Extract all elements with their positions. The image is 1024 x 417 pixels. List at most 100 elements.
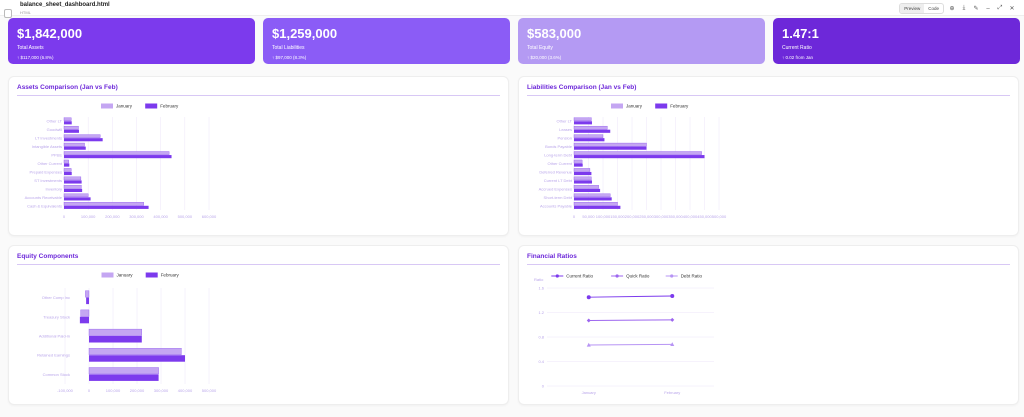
bar-january <box>63 151 170 155</box>
x-tick-label: 0 <box>88 388 91 393</box>
x-tick-label: 0 <box>63 214 66 219</box>
series-line <box>588 295 673 298</box>
bar-february <box>64 188 83 193</box>
bar-february <box>574 188 601 193</box>
bar-january <box>63 134 101 138</box>
y-category-label: Other Comp Inc <box>42 295 70 300</box>
x-tick-label: 150,000 <box>610 214 625 219</box>
current-ratio-label: Current Ratio <box>782 45 812 51</box>
bar-january <box>63 202 144 206</box>
bar-february <box>64 197 91 201</box>
y-tick-label: 0.8 <box>538 335 544 340</box>
bar-february <box>89 374 159 381</box>
total-liabilities-label: Total Liabilities <box>272 45 305 51</box>
data-point <box>586 318 591 323</box>
data-point <box>586 342 591 347</box>
x-tick-label: 400,000 <box>178 388 193 393</box>
bar-february <box>574 197 612 201</box>
y-category-label: Accrued Expenses <box>539 186 572 191</box>
data-point <box>670 317 675 322</box>
bar-january <box>573 202 618 206</box>
title-bar: balance_sheet_dashboard.html HTML Previe… <box>0 0 1024 18</box>
download-icon[interactable]: ⤓ <box>962 5 966 11</box>
minimize-icon[interactable]: – <box>986 5 990 12</box>
bar-february <box>64 146 86 150</box>
bar-february <box>79 316 89 324</box>
y-category-label: LT Investments <box>35 136 62 141</box>
bar-january <box>88 328 142 336</box>
y-category-label: Prepaid Expenses <box>30 169 62 174</box>
view-toggle[interactable]: Preview Code <box>899 3 944 14</box>
x-tick-label: 100,000 <box>106 388 121 393</box>
y-category-label: Other LT <box>557 119 573 124</box>
bar-january <box>63 185 82 189</box>
expand-icon[interactable]: ⤢ <box>997 5 1003 11</box>
bar-february <box>574 121 592 125</box>
bar-february <box>64 121 72 125</box>
y-category-label: Leases <box>559 127 572 132</box>
y-category-label: Accounts Payable <box>540 203 573 208</box>
code-tab[interactable]: Code <box>928 6 939 11</box>
legend-swatch <box>655 103 668 109</box>
bar-january <box>88 348 182 355</box>
y-category-label: Goodwill <box>47 127 62 132</box>
bar-february <box>89 336 142 343</box>
bar-february <box>64 171 72 176</box>
x-tick-label: 100,000 <box>596 214 611 219</box>
x-tick-label: 500,000 <box>712 214 727 219</box>
ratios-chart-panel: Financial Ratios 0 0.4 0.8 1.2 1.6 Ratio Janua… <box>518 245 1019 405</box>
bar-january <box>573 168 591 172</box>
y-category-label: Retained Earnings <box>37 353 70 358</box>
legend-label: February <box>160 104 179 109</box>
bar-february <box>64 129 79 133</box>
legend-marker <box>615 274 619 278</box>
bar-february <box>64 163 70 167</box>
bar-february <box>574 129 611 133</box>
bar-january <box>88 367 159 375</box>
globe-icon[interactable]: ⊕ <box>949 6 955 12</box>
y-tick-label: 0 <box>542 384 545 389</box>
total-assets-change: ↑ $117,000 (6.8%) <box>17 55 54 60</box>
total-equity-change: ↑ $20,000 (3.6%) <box>527 55 562 60</box>
x-tick-label: 450,000 <box>697 214 712 219</box>
y-category-label: Other Current <box>548 161 573 166</box>
divider <box>17 95 500 96</box>
close-icon[interactable]: ✕ <box>1009 6 1015 12</box>
equity-chart-title: Equity Components <box>17 253 79 260</box>
bar-february <box>574 155 705 159</box>
y-category-label: Additional Paid-in <box>39 334 70 339</box>
bar-january <box>63 117 72 121</box>
y-category-label: Current LT Debt <box>544 178 573 183</box>
edit-icon[interactable]: ✎ <box>973 6 979 12</box>
y-axis-title: Ratio <box>534 277 544 282</box>
bar-february <box>574 146 647 150</box>
series-line <box>588 319 673 321</box>
liabilities-chart-panel: Liabilities Comparison (Jan vs Feb) 0 50,… <box>518 76 1019 236</box>
liabilities-chart: 0 50,000 100,000 150,000 200,000 250,000 300,0… <box>539 103 727 219</box>
bar-january <box>63 176 82 181</box>
liabilities-chart-title: Liabilities Comparison (Jan vs Feb) <box>527 84 637 91</box>
legend-label: Current Ratio <box>566 274 593 279</box>
bar-january <box>80 309 90 317</box>
bar-january <box>573 117 592 121</box>
assets-chart: 0 100,000 200,000 300,000 400,000 500,000 600,… <box>25 103 217 219</box>
bar-january <box>573 134 604 138</box>
y-category-label: Common Stock <box>43 372 70 377</box>
bar-february <box>64 180 82 184</box>
y-category-label: Treasury Stock <box>43 314 70 319</box>
x-tick-label: January <box>582 390 596 395</box>
x-tick-label: February <box>664 390 680 395</box>
total-assets-card: $1,842,000 Total Assets ↑ $117,000 (6.8%… <box>8 18 255 64</box>
x-tick-label: 300,000 <box>654 214 669 219</box>
x-tick-label: 200,000 <box>130 388 145 393</box>
x-tick-label: 600,000 <box>202 214 217 219</box>
x-tick-label: 400,000 <box>683 214 698 219</box>
preview-tab[interactable]: Preview <box>900 4 925 13</box>
x-tick-label: 200,000 <box>105 214 120 219</box>
y-category-label: Accounts Receivable <box>25 195 63 200</box>
y-category-label: Other Current <box>38 161 63 166</box>
x-tick-label: 350,000 <box>668 214 683 219</box>
equity-chart-panel: Equity Components -100,000 0 100,000 200,00… <box>8 245 509 405</box>
legend-swatch <box>101 272 114 278</box>
x-tick-label: 400,000 <box>153 214 168 219</box>
